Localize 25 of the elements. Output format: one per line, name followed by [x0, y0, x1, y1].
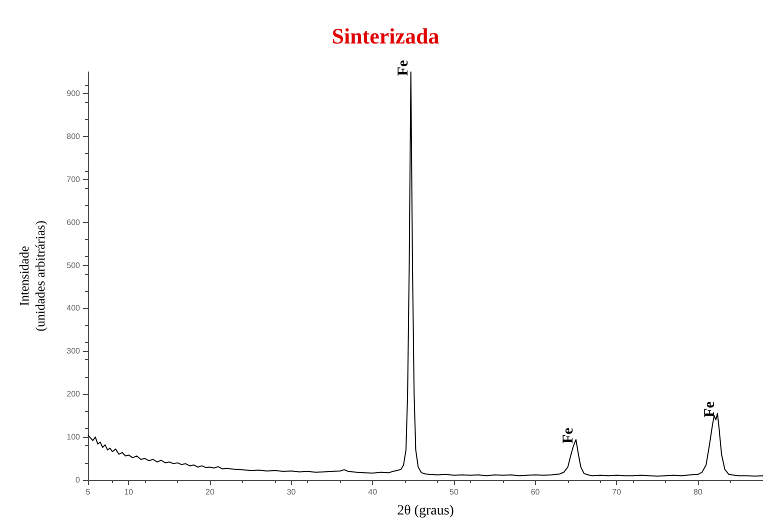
- x-tick-label: 10: [124, 488, 134, 496]
- y-axis-title: Intensidade (unidades arbitrárias): [16, 220, 48, 332]
- x-axis-title: 2θ (graus): [397, 504, 454, 518]
- x-tick-label: 40: [368, 488, 378, 496]
- y-tick-label: 900: [66, 88, 81, 98]
- x-tick-label: 80: [693, 488, 703, 496]
- y-tick-label: 700: [66, 174, 81, 184]
- annotation: Fe: [395, 60, 412, 76]
- y-tick-label: 600: [66, 218, 81, 227]
- y-tick-label: 500: [66, 260, 81, 270]
- x-tick-label: 60: [530, 488, 540, 496]
- annotation: Fe: [560, 427, 576, 444]
- x-tick-label: 50: [450, 488, 459, 496]
- y-tick-label: 400: [66, 304, 81, 313]
- y-tick-label: 0: [76, 476, 81, 484]
- y-tick-label: 300: [66, 346, 81, 356]
- x-tick-label: 30: [286, 488, 296, 496]
- y-tick-label: 800: [66, 132, 81, 141]
- chart-title: Sinterizada: [332, 24, 440, 48]
- annotation: Fe: [702, 401, 718, 418]
- x-tick-label: 20: [206, 488, 215, 496]
- x-tick-label: 70: [612, 488, 622, 496]
- y-tick-label: 200: [66, 390, 81, 399]
- x-tick-label: 5: [86, 488, 91, 496]
- y-tick-label: 100: [66, 432, 81, 442]
